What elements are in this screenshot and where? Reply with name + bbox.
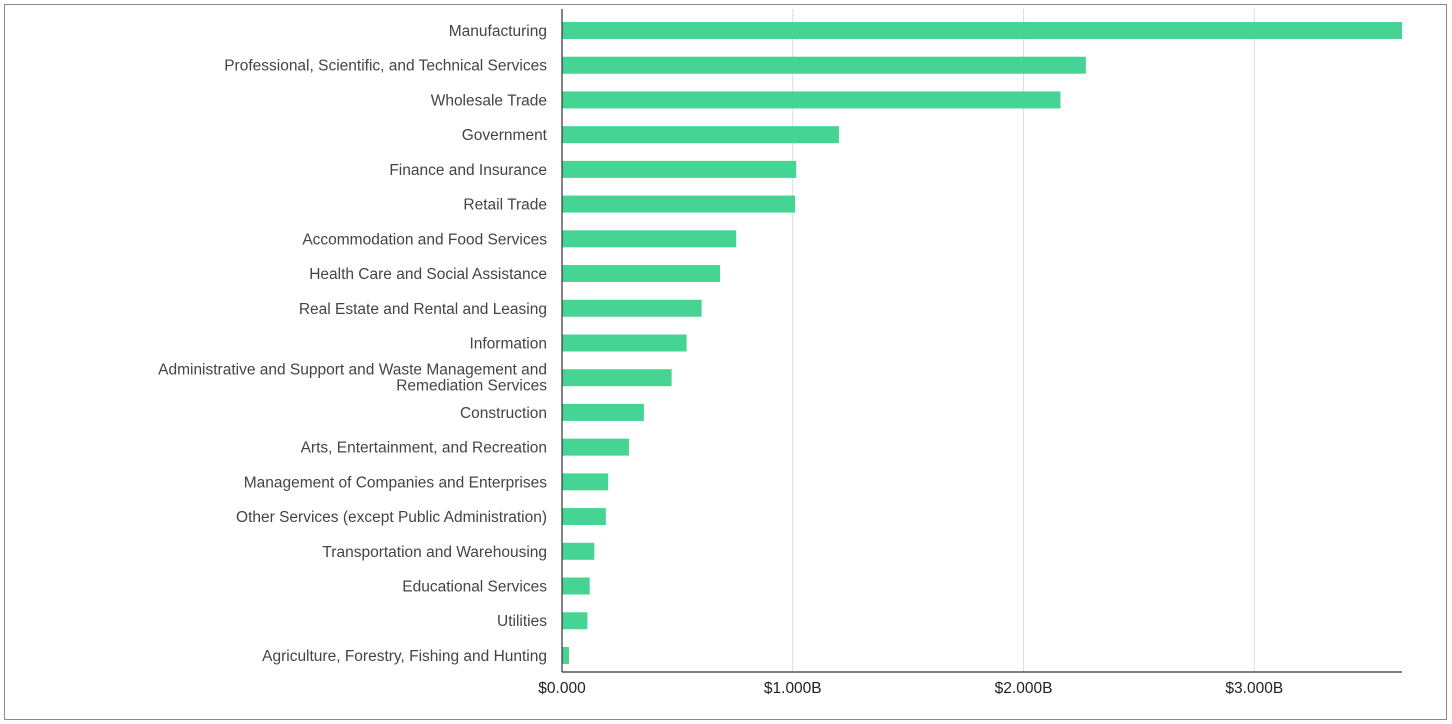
- category-label-12: Arts, Entertainment, and Recreation: [301, 440, 547, 457]
- bar-3: [562, 126, 839, 144]
- x-tick-label-0: $0.000: [538, 680, 586, 697]
- bar-17: [562, 612, 588, 630]
- x-tick-label-3: $3.000B: [1225, 680, 1283, 697]
- bar-10: [562, 369, 672, 387]
- bar-2: [562, 91, 1061, 109]
- bar-14: [562, 508, 606, 526]
- category-label-17: Utilities: [497, 613, 547, 630]
- category-label-10: Administrative and Support and Waste Man…: [158, 362, 547, 395]
- bar-18: [562, 646, 569, 664]
- x-tick-label-1: $1.000B: [764, 680, 822, 697]
- category-label-11: Construction: [460, 405, 547, 422]
- category-label-7: Health Care and Social Assistance: [309, 266, 547, 283]
- bar-13: [562, 473, 609, 491]
- category-label-13: Management of Companies and Enterprises: [244, 474, 548, 491]
- category-label-9: Information: [469, 335, 547, 352]
- bar-5: [562, 195, 796, 213]
- bar-1: [562, 56, 1086, 74]
- category-label-15: Transportation and Warehousing: [322, 544, 547, 561]
- category-label-6: Accommodation and Food Services: [302, 231, 547, 248]
- bar-6: [562, 230, 737, 248]
- category-label-0: Manufacturing: [449, 23, 547, 40]
- category-label-1: Professional, Scientific, and Technical …: [224, 58, 547, 75]
- category-label-16: Educational Services: [402, 579, 547, 596]
- bar-0: [562, 22, 1402, 39]
- bar-4: [562, 160, 797, 178]
- bar-9: [562, 334, 687, 352]
- bar-7: [562, 265, 721, 283]
- chart-frame: Manufacturing Professional, Scientific, a…: [4, 4, 1447, 720]
- category-label-3: Government: [462, 127, 548, 144]
- category-label-2: Wholesale Trade: [431, 92, 547, 109]
- bar-11: [562, 403, 644, 421]
- bar-12: [562, 438, 629, 456]
- category-label-14: Other Services (except Public Administra…: [236, 509, 547, 526]
- category-label-18: Agriculture, Forestry, Fishing and Hunti…: [262, 648, 547, 665]
- category-label-8: Real Estate and Rental and Leasing: [299, 301, 547, 318]
- bar-16: [562, 577, 590, 595]
- category-label-5: Retail Trade: [463, 197, 547, 214]
- x-tick-label-2: $2.000B: [995, 680, 1053, 697]
- category-label-4: Finance and Insurance: [389, 162, 547, 179]
- bar-8: [562, 299, 702, 317]
- bar-chart: Manufacturing Professional, Scientific, a…: [158, 9, 1402, 697]
- bar-15: [562, 542, 595, 560]
